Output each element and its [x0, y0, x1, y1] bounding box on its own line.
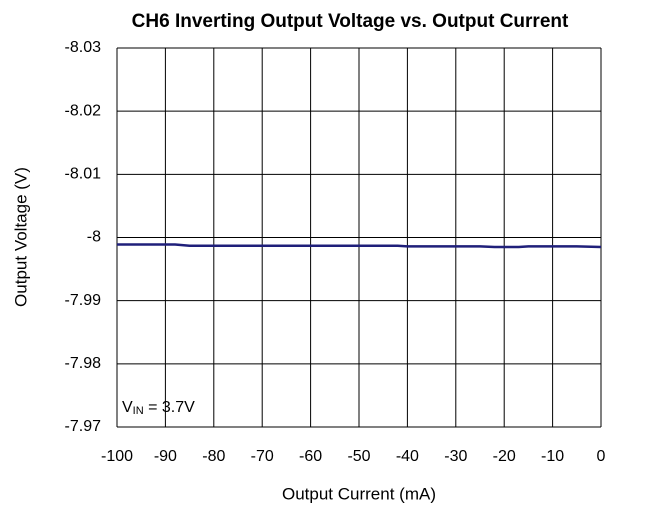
chart-title: CH6 Inverting Output Voltage vs. Output …	[132, 11, 569, 32]
y-tick-label: -8.02	[65, 102, 102, 119]
y-tick-label: -7.98	[65, 355, 102, 372]
y-tick-label: -7.97	[65, 418, 102, 435]
annotation-main: V	[122, 399, 133, 416]
x-tick-label: -20	[493, 448, 516, 465]
annotation: VIN = 3.7V	[122, 399, 195, 417]
y-tick-label: -8	[87, 229, 101, 246]
x-tick-label: -80	[202, 448, 225, 465]
x-axis-title: Output Current (mA)	[282, 484, 436, 503]
x-tick-label: -10	[541, 448, 564, 465]
data-line	[117, 243, 602, 249]
x-tick-label: -60	[299, 448, 322, 465]
x-tick-label: -100	[101, 448, 133, 465]
x-tick-label: -30	[444, 448, 467, 465]
annotation-sub: IN	[133, 405, 144, 417]
x-tick-label: -50	[347, 448, 370, 465]
y-tick-label: -8.03	[65, 39, 102, 56]
x-tick-label: -40	[396, 448, 419, 465]
x-tick-label: -70	[251, 448, 274, 465]
y-tick-label: -8.01	[65, 166, 102, 183]
y-axis-title: Output Voltage (V)	[11, 167, 30, 307]
annotation-rest: = 3.7V	[144, 399, 195, 416]
x-tick-label: 0	[597, 448, 606, 465]
y-tick-label: -7.99	[65, 292, 102, 309]
x-tick-label: -90	[154, 448, 177, 465]
